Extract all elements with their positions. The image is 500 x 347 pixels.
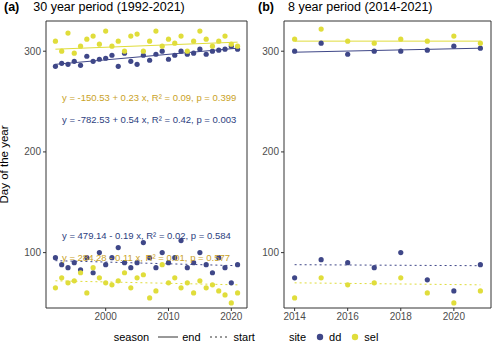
html-text:sel: sel bbox=[364, 330, 379, 343]
svg-text:2014: 2014 bbox=[283, 311, 306, 322]
html-text:30 year period (1992-2021): 30 year period (1992-2021) bbox=[33, 0, 185, 14]
html-text:y = -150.53 + 0.23 x, R² = 0.0: y = -150.53 + 0.23 x, R² = 0.09, p = 0.3… bbox=[62, 92, 237, 103]
html-text:start: start bbox=[233, 330, 255, 343]
svg-text:200: 200 bbox=[262, 146, 279, 157]
svg-text:2000: 2000 bbox=[95, 311, 118, 322]
svg-text:300: 300 bbox=[262, 46, 279, 57]
html-text:end: end bbox=[182, 330, 201, 343]
svg-text:2016: 2016 bbox=[337, 311, 360, 322]
html-text:8 year period (2014-2021): 8 year period (2014-2021) bbox=[288, 0, 433, 14]
svg-text:2020: 2020 bbox=[443, 311, 466, 322]
svg-text:2020: 2020 bbox=[220, 311, 243, 322]
html-text:y = -782.53 + 0.54 x, R² = 0.4: y = -782.53 + 0.54 x, R² = 0.42, p = 0.0… bbox=[62, 114, 237, 125]
svg-text:300: 300 bbox=[24, 46, 41, 57]
html-text:(a): (a) bbox=[4, 0, 20, 14]
html-text:y = 479.14 - 0.19 x, R² = 0.02: y = 479.14 - 0.19 x, R² = 0.02, p = 0.58… bbox=[62, 230, 231, 241]
svg-text:2010: 2010 bbox=[157, 311, 180, 322]
svg-text:100: 100 bbox=[262, 247, 279, 258]
html-text:dd: dd bbox=[329, 330, 342, 343]
html-text:(b): (b) bbox=[258, 0, 274, 14]
html-text:y = 284.28 - 0.11 x, R² = 0.01: y = 284.28 - 0.11 x, R² = 0.01, p = 0.57… bbox=[62, 252, 230, 263]
svg-text:Day of the year: Day of the year bbox=[8, 125, 10, 203]
html-text:site: site bbox=[288, 330, 306, 343]
svg-text:100: 100 bbox=[24, 247, 41, 258]
svg-text:2018: 2018 bbox=[390, 311, 413, 322]
html-text:season: season bbox=[113, 330, 150, 343]
svg-text:200: 200 bbox=[24, 146, 41, 157]
